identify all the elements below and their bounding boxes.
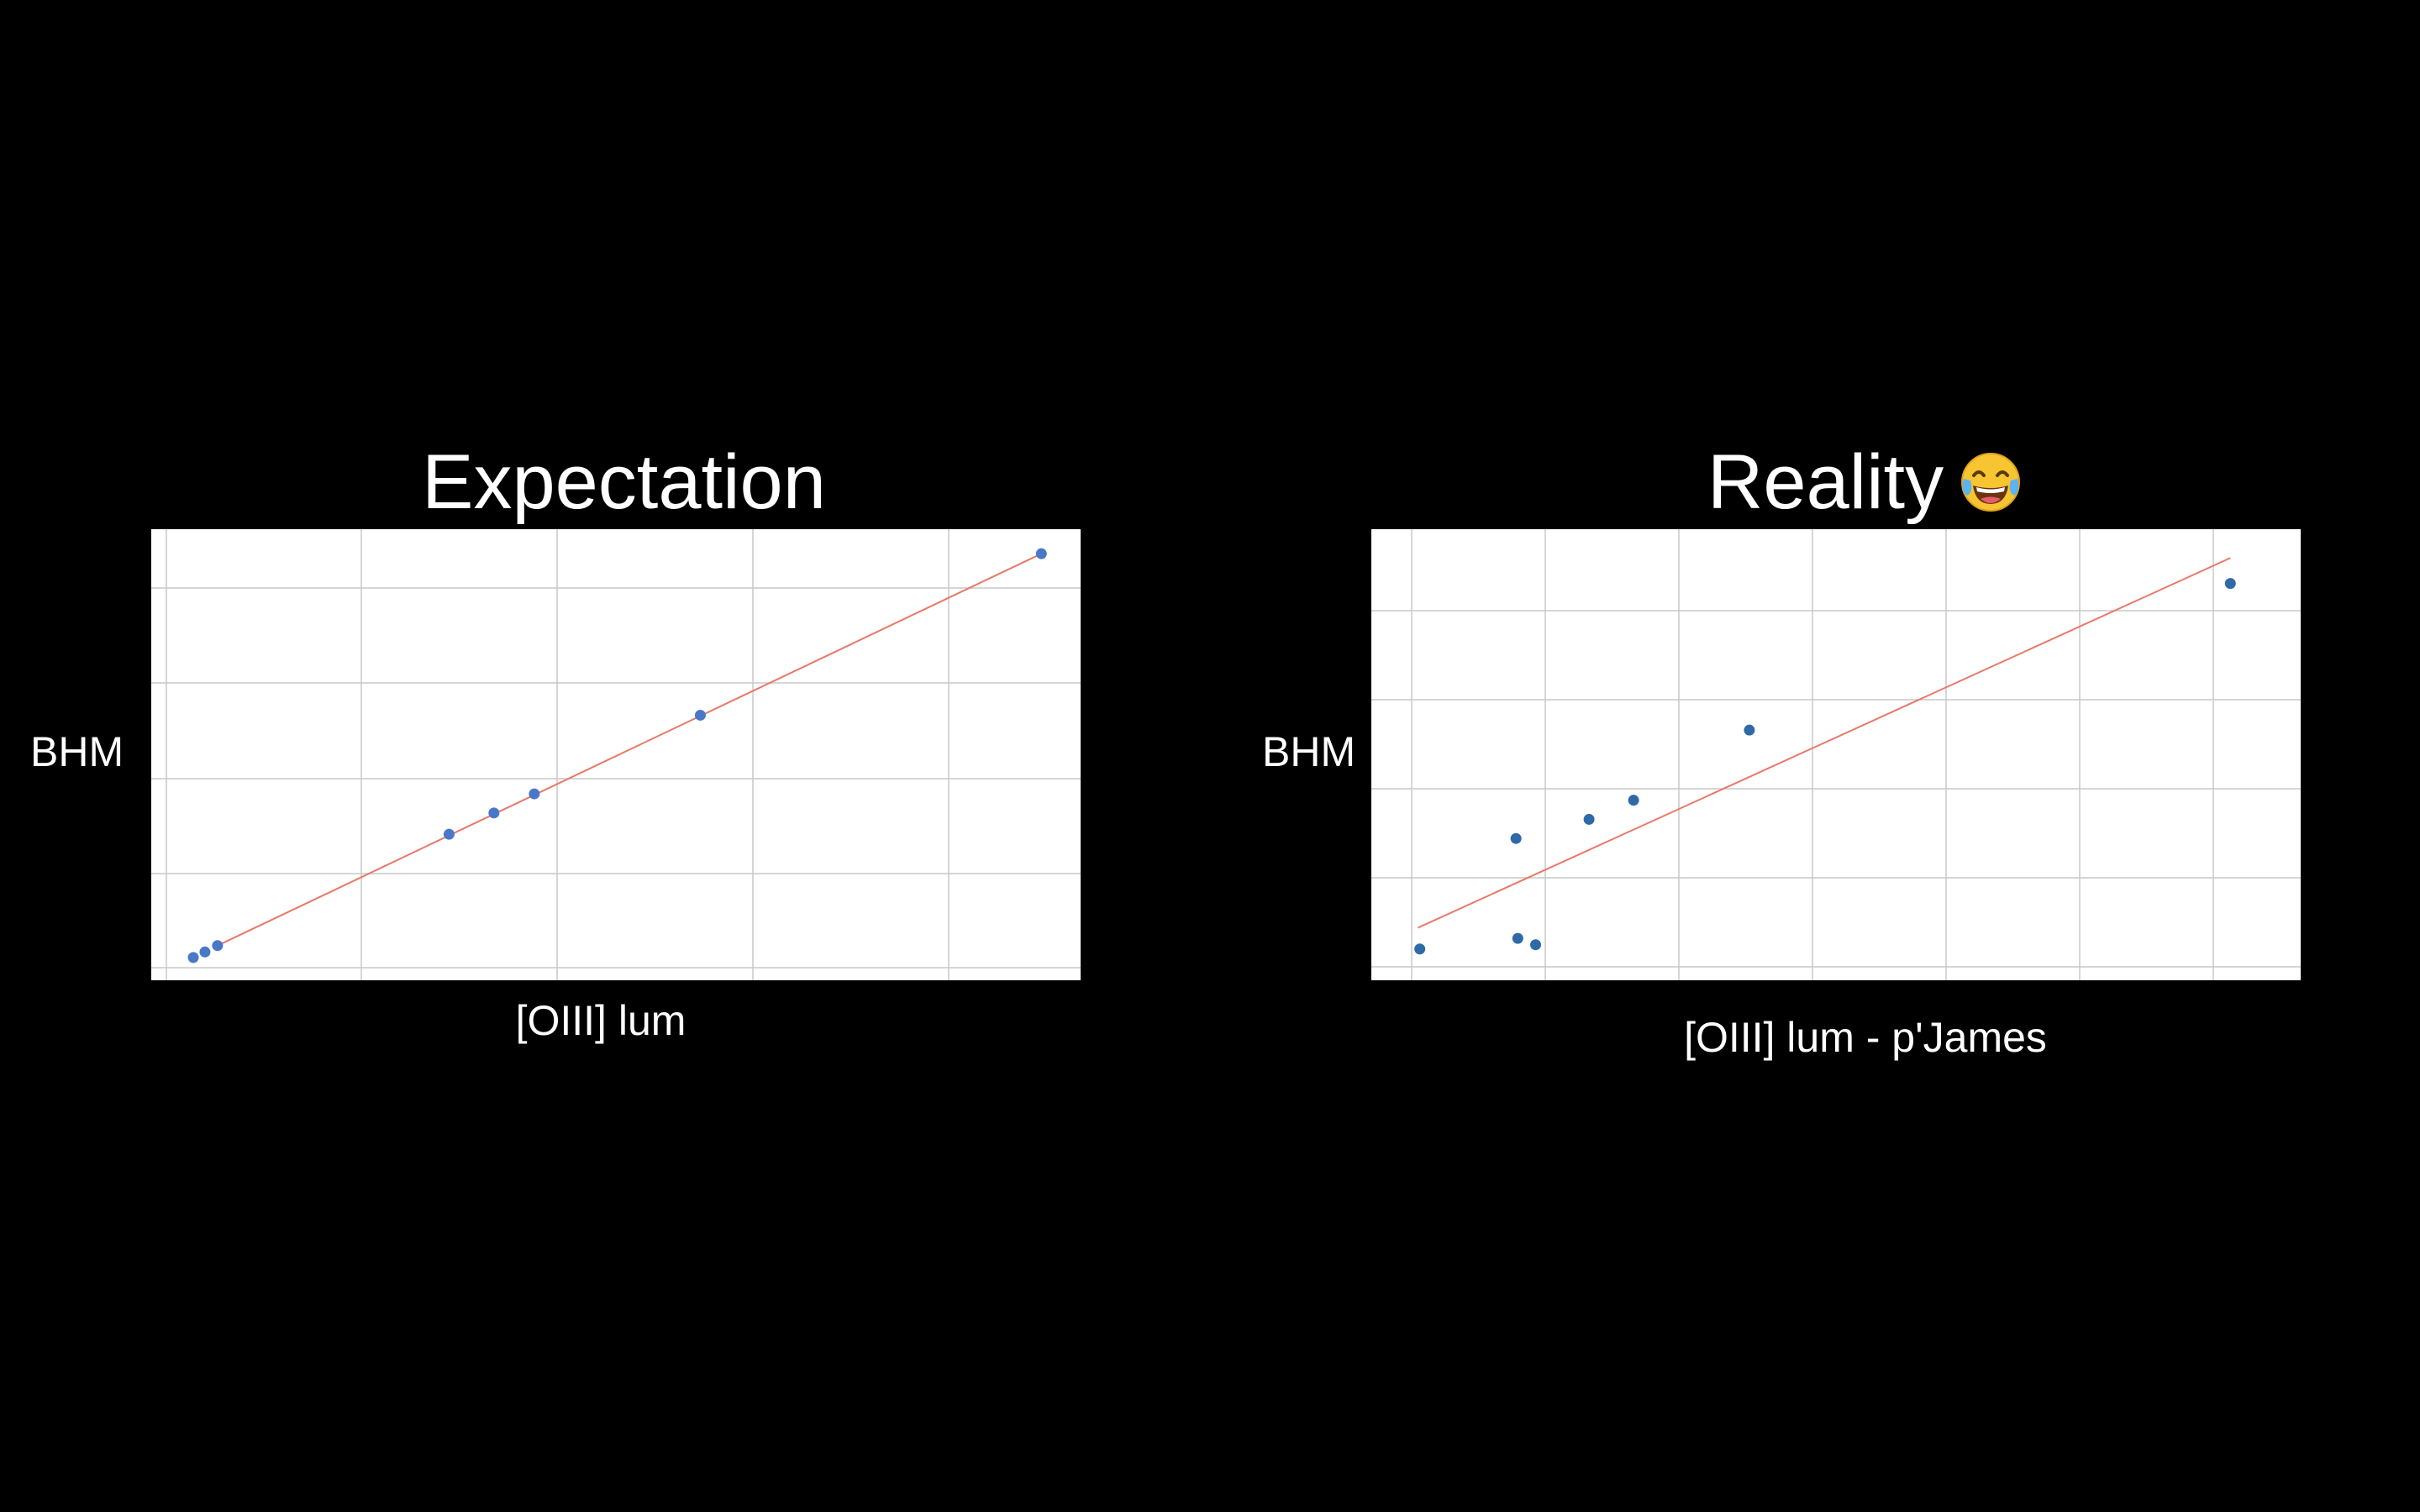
data-point [1744,725,1754,736]
data-point [488,807,499,818]
data-point [529,789,539,800]
data-point [1414,943,1425,954]
left-chart-title: Expectation [151,444,1097,521]
left-y-axis-label: BHM [30,731,124,773]
data-point [1530,939,1541,950]
data-point [444,829,455,840]
data-point [212,940,223,951]
data-point [1036,549,1047,559]
data-point [1584,814,1595,825]
data-point [199,947,210,958]
right-y-axis-label: BHM [1262,731,1355,773]
data-point [2225,578,2236,589]
data-point [188,952,199,963]
right-chart-title: Reality [1707,439,1944,525]
fit-line [218,554,1041,946]
data-point [695,710,706,721]
right-x-axis-label: [OIII] lum - p'James [1597,1016,2134,1058]
data-point [1512,933,1523,944]
fit-line [1418,558,2231,927]
left-plot-area [151,529,1081,980]
left-x-axis-label: [OIII] lum [151,1000,1050,1042]
right-plot-area [1371,529,2301,980]
data-point [1628,795,1639,806]
data-point [1511,833,1522,844]
tears-of-joy-emoji-icon [1959,449,2023,527]
right-scatter-plot [1371,529,2301,980]
left-scatter-plot [151,529,1081,980]
right-chart-title-row: Reality [1371,444,2359,527]
